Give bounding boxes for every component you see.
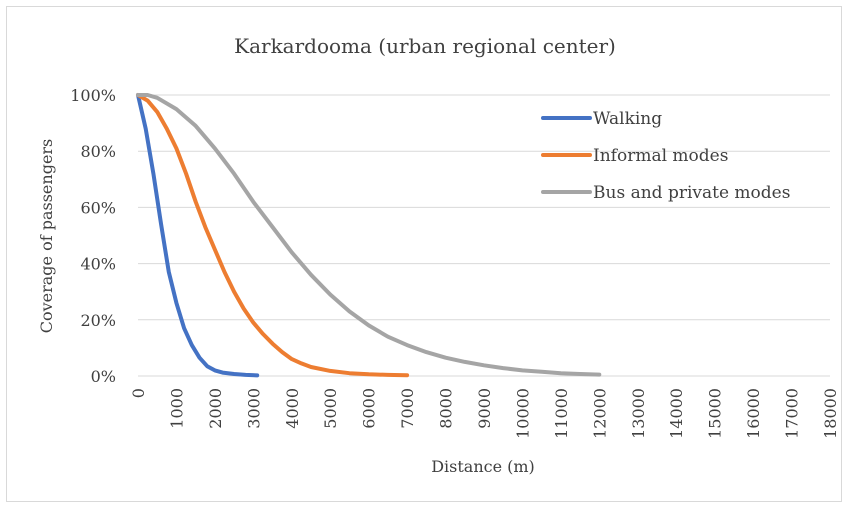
- x-tick-label: 14000: [667, 388, 686, 439]
- y-tick-label: 40%: [80, 255, 116, 274]
- series-line-0: [136, 93, 260, 378]
- y-tick-label: 20%: [80, 311, 116, 330]
- series-line-2: [136, 93, 602, 377]
- x-tick-label: 2000: [206, 388, 225, 429]
- x-tick-label: 11000: [552, 388, 571, 439]
- x-tick-label: 9000: [475, 388, 494, 429]
- x-tick-label: 8000: [437, 388, 456, 429]
- x-tick-label: 12000: [590, 388, 609, 439]
- y-tick-label: 80%: [80, 142, 116, 161]
- x-tick-label: 10000: [513, 388, 532, 439]
- y-axis-ticks: 0% 20% 40% 60% 80% 100%: [70, 86, 116, 386]
- x-tick-label: 13000: [629, 388, 648, 439]
- x-tick-label: 16000: [744, 388, 763, 439]
- series-lines: [136, 93, 602, 378]
- legend-label: Bus and private modes: [593, 183, 790, 203]
- x-tick-label: 7000: [398, 388, 417, 429]
- chart-frame: [6, 6, 842, 502]
- x-axis-ticks: 0 1000 2000 3000 4000 5000 6000 7000 8000 9000 100…: [129, 388, 840, 439]
- chart-title: Karkardooma (urban regional center): [234, 34, 616, 58]
- x-tick-label: 18000: [821, 388, 840, 439]
- x-tick-label: 3000: [244, 388, 263, 429]
- y-tick-label: 0%: [91, 367, 116, 386]
- x-tick-label: 4000: [283, 388, 302, 429]
- x-tick-label: 15000: [706, 388, 725, 439]
- x-tick-label: 6000: [360, 388, 379, 429]
- x-tick-label: 1000: [167, 388, 186, 429]
- y-axis-title: Coverage of passengers: [37, 139, 56, 334]
- series-line-1: [136, 93, 410, 378]
- x-tick-label: 17000: [783, 388, 802, 439]
- x-tick-label: 5000: [321, 388, 340, 429]
- legend-label: Walking: [593, 109, 662, 129]
- gridlines: [138, 94, 830, 377]
- y-tick-label: 100%: [70, 86, 116, 105]
- legend: Walking Informal modes Bus and private mod…: [541, 109, 790, 203]
- x-tick-label: 0: [129, 388, 148, 398]
- legend-label: Informal modes: [593, 146, 728, 166]
- x-axis-title: Distance (m): [431, 457, 535, 476]
- y-tick-label: 60%: [80, 198, 116, 217]
